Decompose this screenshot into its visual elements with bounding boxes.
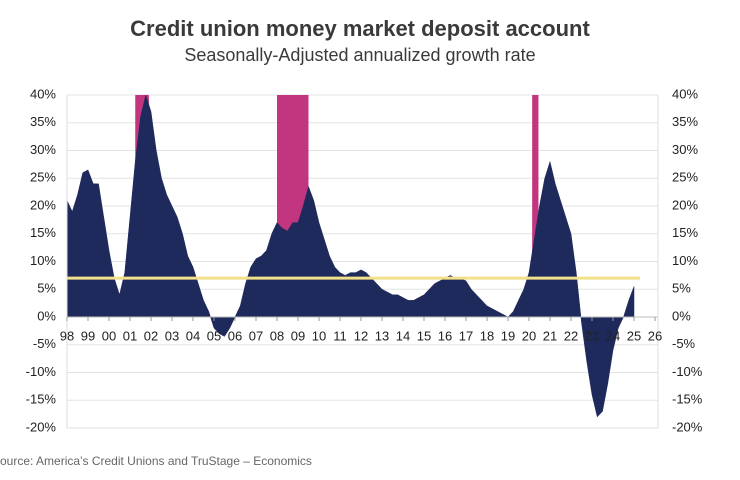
x-tick-label: 17 xyxy=(459,328,473,343)
y-tick-label: 10% xyxy=(30,253,56,268)
shaded-region xyxy=(532,95,539,317)
x-tick-label: 99 xyxy=(81,328,95,343)
x-tick-label: 13 xyxy=(375,328,389,343)
x-tick-label: 09 xyxy=(291,328,305,343)
x-tick-label: 03 xyxy=(165,328,179,343)
y2-tick-label: -10% xyxy=(672,364,703,379)
y-tick-label: -20% xyxy=(26,419,57,434)
x-tick-label: 06 xyxy=(228,328,242,343)
x-tick-label: 23 xyxy=(585,328,599,343)
y-tick-label: 5% xyxy=(37,281,56,296)
y2-tick-label: 35% xyxy=(672,114,698,129)
y-tick-label: 25% xyxy=(30,170,56,185)
x-tick-label: 22 xyxy=(564,328,578,343)
x-tick-label: 00 xyxy=(102,328,116,343)
y2-tick-label: 30% xyxy=(672,142,698,157)
x-tick-label: 01 xyxy=(123,328,137,343)
x-tick-label: 16 xyxy=(438,328,452,343)
y2-tick-label: -20% xyxy=(672,419,703,434)
x-tick-label: 19 xyxy=(501,328,515,343)
y-tick-label: 40% xyxy=(30,86,56,101)
y2-tick-label: 0% xyxy=(672,308,691,323)
x-tick-label: 20 xyxy=(522,328,536,343)
x-tick-label: 11 xyxy=(333,328,347,343)
x-tick-label: 07 xyxy=(249,328,263,343)
x-tick-label: 21 xyxy=(543,328,557,343)
chart-subtitle: Seasonally-Adjusted annualized growth ra… xyxy=(184,45,535,65)
x-tick-label: 25 xyxy=(627,328,641,343)
chart-title: Credit union money market deposit accoun… xyxy=(130,16,590,41)
x-tick-label: 14 xyxy=(396,328,410,343)
x-tick-label: 08 xyxy=(270,328,284,343)
y2-tick-label: -15% xyxy=(672,392,703,407)
x-tick-label: 18 xyxy=(480,328,494,343)
x-tick-label: 05 xyxy=(207,328,221,343)
x-tick-label: 15 xyxy=(417,328,431,343)
y2-tick-label: 5% xyxy=(672,281,691,296)
x-tick-label: 02 xyxy=(144,328,158,343)
y2-tick-label: 40% xyxy=(672,86,698,101)
x-tick-label: 24 xyxy=(606,328,620,343)
y-tick-label: -15% xyxy=(26,392,57,407)
x-tick-label: 26 xyxy=(648,328,662,343)
x-tick-label: 98 xyxy=(60,328,74,343)
y-tick-label: 35% xyxy=(30,114,56,129)
y-tick-label: 20% xyxy=(30,197,56,212)
source-note: Source: America’s Credit Unions and TruS… xyxy=(0,454,312,468)
area xyxy=(66,94,635,418)
y2-tick-label: 10% xyxy=(672,253,698,268)
y2-tick-label: 20% xyxy=(672,197,698,212)
y-tick-label: 30% xyxy=(30,142,56,157)
y2-tick-label: 15% xyxy=(672,225,698,240)
x-tick-label: 10 xyxy=(312,328,326,343)
y-tick-label: 15% xyxy=(30,225,56,240)
x-tick-label: 04 xyxy=(186,328,200,343)
y-tick-label: -5% xyxy=(33,336,57,351)
x-tick-label: 12 xyxy=(354,328,368,343)
y-tick-label: 0% xyxy=(37,308,56,323)
y2-tick-label: 25% xyxy=(672,170,698,185)
y-tick-label: -10% xyxy=(26,364,57,379)
y2-tick-label: -5% xyxy=(672,336,696,351)
